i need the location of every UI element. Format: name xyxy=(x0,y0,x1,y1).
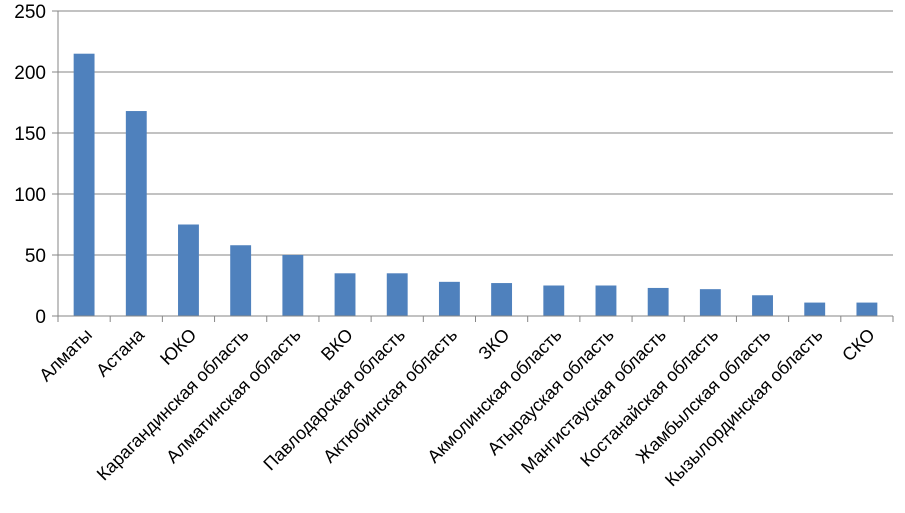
bar xyxy=(438,281,460,316)
x-tick-label: ВКО xyxy=(317,325,357,365)
x-tick-label: СКО xyxy=(838,325,879,366)
y-tick-label: 0 xyxy=(35,307,46,328)
bar xyxy=(334,273,356,316)
bars xyxy=(73,53,878,316)
x-tick-label: Астана xyxy=(92,324,149,381)
bar xyxy=(386,273,408,316)
bar xyxy=(595,285,617,316)
bar xyxy=(804,302,826,316)
y-tick-label: 150 xyxy=(14,124,46,145)
bar xyxy=(699,289,721,316)
bar xyxy=(491,283,513,316)
y-tick-label: 250 xyxy=(14,2,46,23)
bar xyxy=(752,295,773,316)
bar xyxy=(73,53,95,316)
y-tick-label: 50 xyxy=(25,246,46,267)
bar xyxy=(856,302,878,316)
gridlines xyxy=(58,10,893,256)
x-tick-label: Алматы xyxy=(35,325,96,386)
y-axis-ticks: 0 50 100 150 200 250 xyxy=(14,2,46,328)
bar xyxy=(543,285,565,316)
y-tick-label: 100 xyxy=(14,185,46,206)
axes xyxy=(52,10,894,322)
bar xyxy=(230,245,252,316)
x-tick-label: ЮКО xyxy=(156,325,200,369)
bar xyxy=(282,255,304,316)
bar xyxy=(178,224,199,316)
bar xyxy=(125,111,147,316)
bar xyxy=(647,287,669,316)
x-tick-label: ЗКО xyxy=(474,325,513,364)
y-tick-label: 200 xyxy=(14,63,46,84)
